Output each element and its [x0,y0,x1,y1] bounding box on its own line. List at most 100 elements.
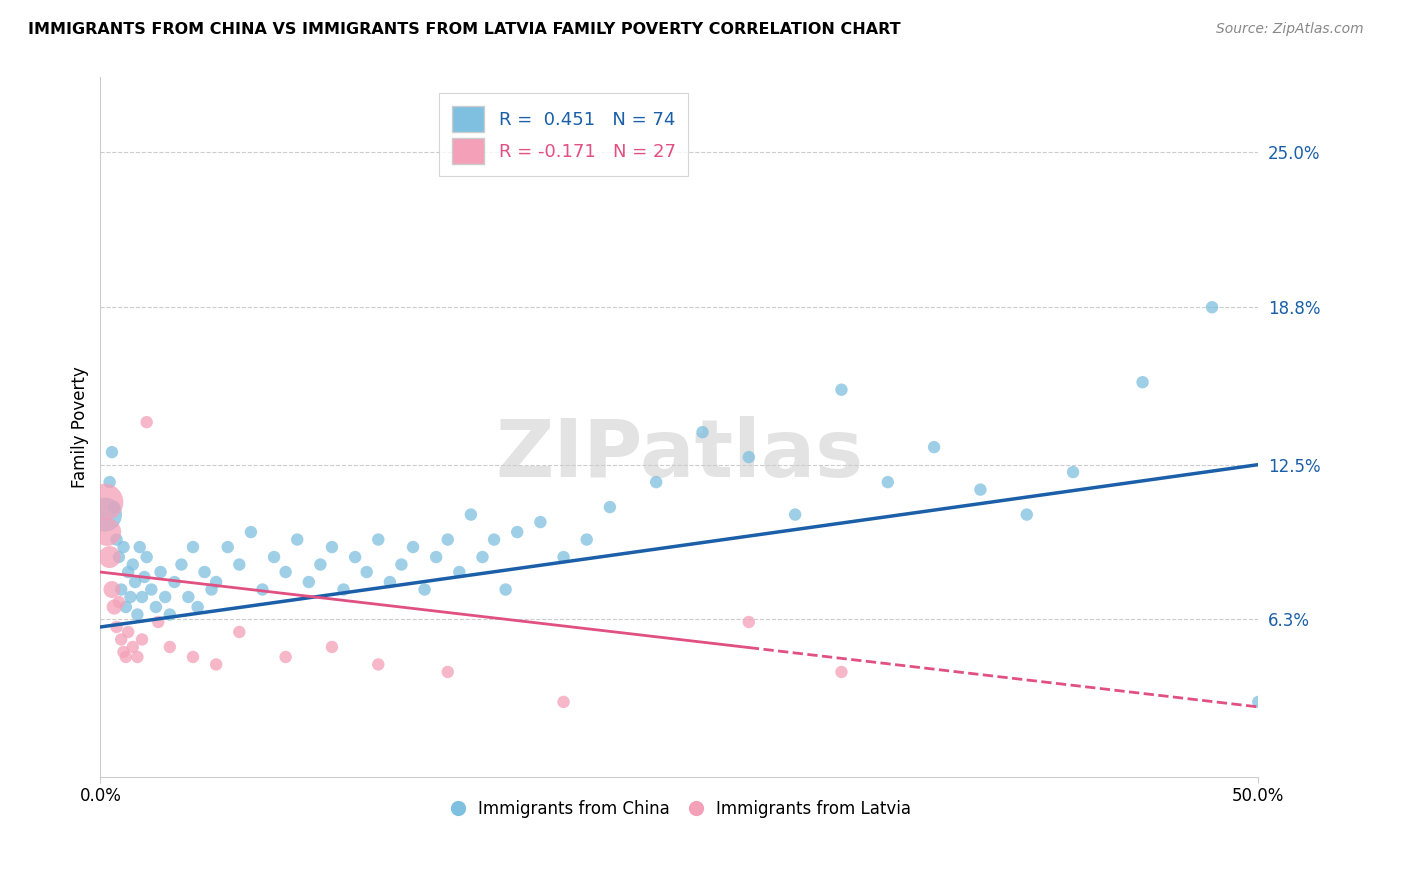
Point [274,565,297,579]
Point [285,533,308,547]
Point [344,549,367,564]
Text: IMMIGRANTS FROM CHINA VS IMMIGRANTS FROM LATVIA FAMILY POVERTY CORRELATION CHART: IMMIGRANTS FROM CHINA VS IMMIGRANTS FROM… [28,22,901,37]
Point [121,640,143,654]
Point [101,582,124,597]
Point [110,632,132,647]
Point [217,540,239,554]
Point [830,665,852,679]
Point [436,533,458,547]
Point [170,558,193,572]
Point [114,650,136,665]
Point [153,590,176,604]
Point [96,524,118,539]
Point [98,549,121,564]
Point [149,565,172,579]
Point [94,495,117,509]
Point [391,558,413,572]
Point [252,582,274,597]
Point [402,540,425,554]
Point [128,540,150,554]
Point [378,574,401,589]
Point [228,625,250,640]
Y-axis label: Family Poverty: Family Poverty [72,367,89,488]
Point [228,558,250,572]
Point [460,508,482,522]
Point [830,383,852,397]
Point [575,533,598,547]
Point [181,540,204,554]
Point [922,440,945,454]
Point [205,574,228,589]
Point [131,590,153,604]
Point [321,640,343,654]
Point [135,415,157,429]
Point [200,582,222,597]
Point [141,582,163,597]
Point [124,574,146,589]
Point [148,615,170,629]
Point [205,657,228,672]
Legend: Immigrants from China, Immigrants from Latvia: Immigrants from China, Immigrants from L… [441,793,918,824]
Point [471,549,494,564]
Point [181,650,204,665]
Point [413,582,436,597]
Point [599,500,621,514]
Point [738,450,761,464]
Point [108,549,131,564]
Point [785,508,807,522]
Point [103,599,125,614]
Point [127,607,149,622]
Point [309,558,332,572]
Point [321,540,343,554]
Point [114,599,136,614]
Point [449,565,471,579]
Point [159,607,181,622]
Point [692,425,714,439]
Point [108,595,131,609]
Point [112,645,135,659]
Point [1015,508,1038,522]
Point [101,445,124,459]
Point [274,650,297,665]
Point [117,565,139,579]
Point [969,483,991,497]
Point [121,558,143,572]
Point [187,599,209,614]
Point [163,574,186,589]
Text: ZIPatlas: ZIPatlas [495,417,863,494]
Point [105,533,128,547]
Point [263,549,285,564]
Point [1132,375,1154,389]
Point [367,533,389,547]
Point [529,515,551,529]
Point [134,570,156,584]
Text: Source: ZipAtlas.com: Source: ZipAtlas.com [1216,22,1364,37]
Point [1062,465,1084,479]
Point [117,625,139,640]
Point [159,640,181,654]
Point [332,582,354,597]
Point [482,533,505,547]
Point [94,508,117,522]
Point [112,540,135,554]
Point [436,665,458,679]
Point [738,615,761,629]
Point [145,599,167,614]
Point [177,590,200,604]
Point [298,574,321,589]
Point [105,620,128,634]
Point [356,565,378,579]
Point [553,549,575,564]
Point [98,475,121,489]
Point [553,695,575,709]
Point [110,582,132,597]
Point [131,632,153,647]
Point [103,500,125,514]
Point [645,475,668,489]
Point [1247,695,1270,709]
Point [1201,300,1223,314]
Point [495,582,517,597]
Point [876,475,898,489]
Point [425,549,447,564]
Point [120,590,142,604]
